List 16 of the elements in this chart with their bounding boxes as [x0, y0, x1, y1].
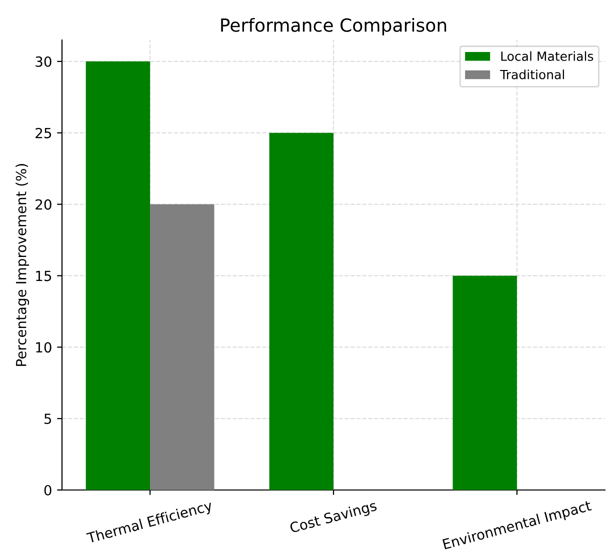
bar — [269, 132, 334, 490]
y-tick-label: 10 — [36, 342, 52, 353]
bar — [150, 204, 214, 490]
y-tick-label: 20 — [36, 199, 52, 210]
y-tick-label: 25 — [36, 128, 52, 138]
y-tick-label: 5 — [44, 414, 52, 424]
legend-label: Traditional — [500, 70, 564, 80]
bar — [86, 61, 150, 490]
y-tick-label: 15 — [36, 270, 52, 282]
bar — [452, 276, 517, 490]
chart-title: Performance Comparison — [221, 18, 446, 36]
y-tick-label: 30 — [36, 56, 52, 67]
y-tick-label: 0 — [44, 484, 52, 496]
y-axis-title: Percentage Improvement (%) — [16, 164, 30, 366]
legend-label: Local Materials — [501, 51, 594, 61]
x-tick-label: Cost Savings — [289, 500, 378, 536]
